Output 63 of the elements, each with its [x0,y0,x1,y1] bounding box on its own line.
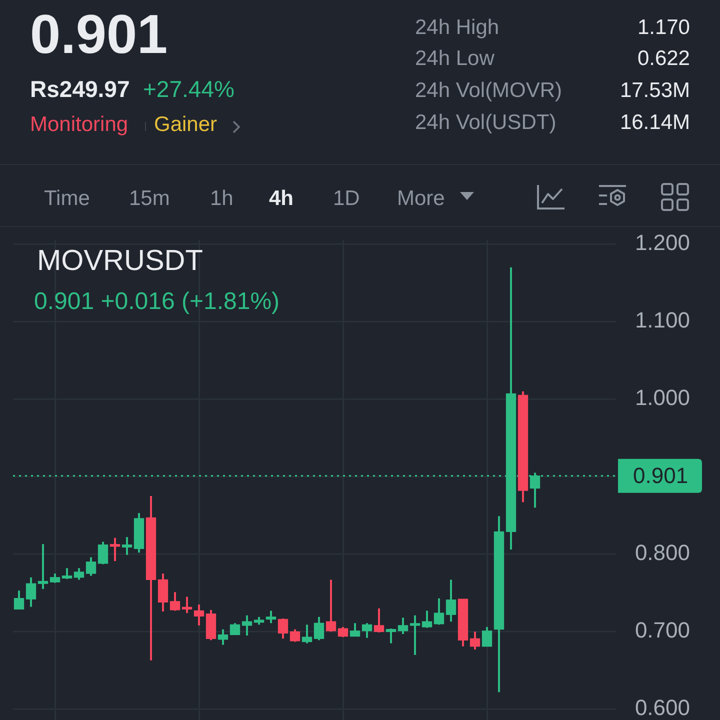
text: Time [44,187,90,210]
candlestick [158,572,168,613]
candlestick [230,622,240,636]
text: 1h [210,187,234,210]
text: More [397,187,445,210]
candlestick [38,543,48,590]
candlestick [182,596,192,614]
text: Monitoring [30,113,128,136]
text: 24h High [415,16,500,39]
candlestick [314,616,324,642]
y-tick-label: 0.600 [634,695,690,720]
text: Gainer [154,113,218,136]
candlestick [350,622,360,638]
candlestick [266,610,276,624]
text: +27.44% [143,76,234,102]
text: 15m [129,187,170,210]
y-tick-label: 1.000 [634,385,690,410]
candlestick [374,607,384,634]
y-tick-label: 1.200 [634,230,690,256]
candlestick [218,628,228,646]
text: Rs249.97 [30,76,130,102]
text: 4h [269,187,294,210]
ref-line-label: 0.901 [633,462,688,488]
candlestick [14,590,24,610]
candlestick [386,628,396,644]
candlestick [50,572,60,584]
y-tick-label: 0.700 [634,618,690,643]
candlestick [326,578,336,633]
candlestick [398,616,408,635]
text: 17.53M [620,79,690,102]
y-tick-label: 0.800 [634,540,690,566]
text: 0.622 [637,47,690,70]
candlestick [338,626,348,638]
y-tick-label: 1.100 [634,308,690,333]
candlestick [446,578,456,623]
candlestick [362,622,372,639]
text: 1D [333,187,360,210]
candlestick [470,630,480,650]
candlestick [278,617,288,640]
candlestick [74,567,84,581]
candlestick [110,536,120,562]
candlestick [422,610,432,629]
candlestick [170,591,180,612]
candlestick [62,567,72,580]
candlestick [98,540,108,566]
candlestick [194,604,204,626]
candlestick [434,597,444,626]
chart-title: MOVRUSDT [37,245,203,277]
candlestick [26,576,36,608]
text: 1.170 [637,16,690,39]
text: 24h Low [415,47,494,70]
text: 0.901 +0.016 (+1.81%) [34,288,280,315]
candlestick [242,614,252,637]
candlestick [86,556,96,577]
candlestick [122,536,132,556]
text: 0.901 [30,3,168,65]
candlestick [290,628,300,643]
candlestick [302,624,312,644]
candlestick [410,614,420,656]
text: 16.14M [620,111,690,134]
candlestick [482,626,492,648]
text: 24h Vol(USDT) [415,111,556,134]
text: 24h Vol(MOVR) [415,79,562,102]
